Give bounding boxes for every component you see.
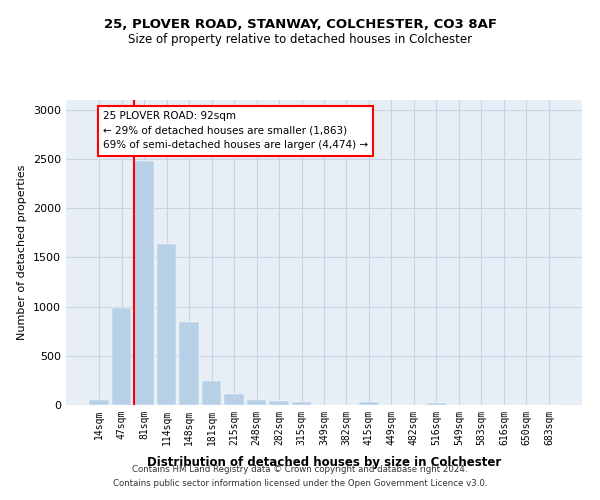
Bar: [157, 244, 176, 405]
Bar: [202, 382, 221, 405]
Bar: [269, 401, 289, 405]
Bar: [427, 403, 446, 405]
Text: Size of property relative to detached houses in Colchester: Size of property relative to detached ho…: [128, 32, 472, 46]
Text: 25, PLOVER ROAD, STANWAY, COLCHESTER, CO3 8AF: 25, PLOVER ROAD, STANWAY, COLCHESTER, CO…: [104, 18, 497, 30]
Bar: [292, 402, 311, 405]
Text: Contains HM Land Registry data © Crown copyright and database right 2024.
Contai: Contains HM Land Registry data © Crown c…: [113, 466, 487, 487]
Bar: [359, 402, 379, 405]
Bar: [224, 394, 244, 405]
Bar: [112, 308, 131, 405]
Bar: [89, 400, 109, 405]
Bar: [179, 322, 199, 405]
Bar: [247, 400, 266, 405]
Bar: [134, 161, 154, 405]
Text: 25 PLOVER ROAD: 92sqm
← 29% of detached houses are smaller (1,863)
69% of semi-d: 25 PLOVER ROAD: 92sqm ← 29% of detached …: [103, 111, 368, 150]
Y-axis label: Number of detached properties: Number of detached properties: [17, 165, 28, 340]
X-axis label: Distribution of detached houses by size in Colchester: Distribution of detached houses by size …: [147, 456, 501, 469]
